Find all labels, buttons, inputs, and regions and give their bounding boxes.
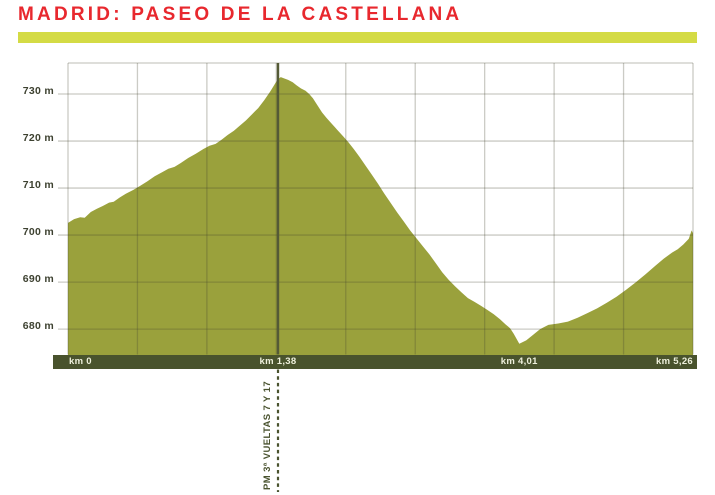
y-tick-label: 680 m [22,320,54,333]
x-axis-bar: km 0 km 1,38 km 4,01 km 5,26 [53,354,697,369]
y-tick-label: 710 m [22,179,54,192]
marker-label: PM 3ª VUELTAS 7 Y 17 [262,380,273,490]
y-tick-label: 700 m [22,226,54,239]
page-title: MADRID: PASEO DE LA CASTELLANA [18,4,463,25]
km-label: km 0 [69,355,92,367]
km-label: km 4,01 [500,355,538,367]
km-label: km 5,26 [656,355,693,367]
accent-bar [18,32,697,43]
y-tick-label: 720 m [22,132,54,145]
y-tick-label: 690 m [22,273,54,286]
km-label: km 1,38 [259,355,297,367]
y-tick-label: 730 m [22,85,54,98]
elevation-area [68,77,693,356]
